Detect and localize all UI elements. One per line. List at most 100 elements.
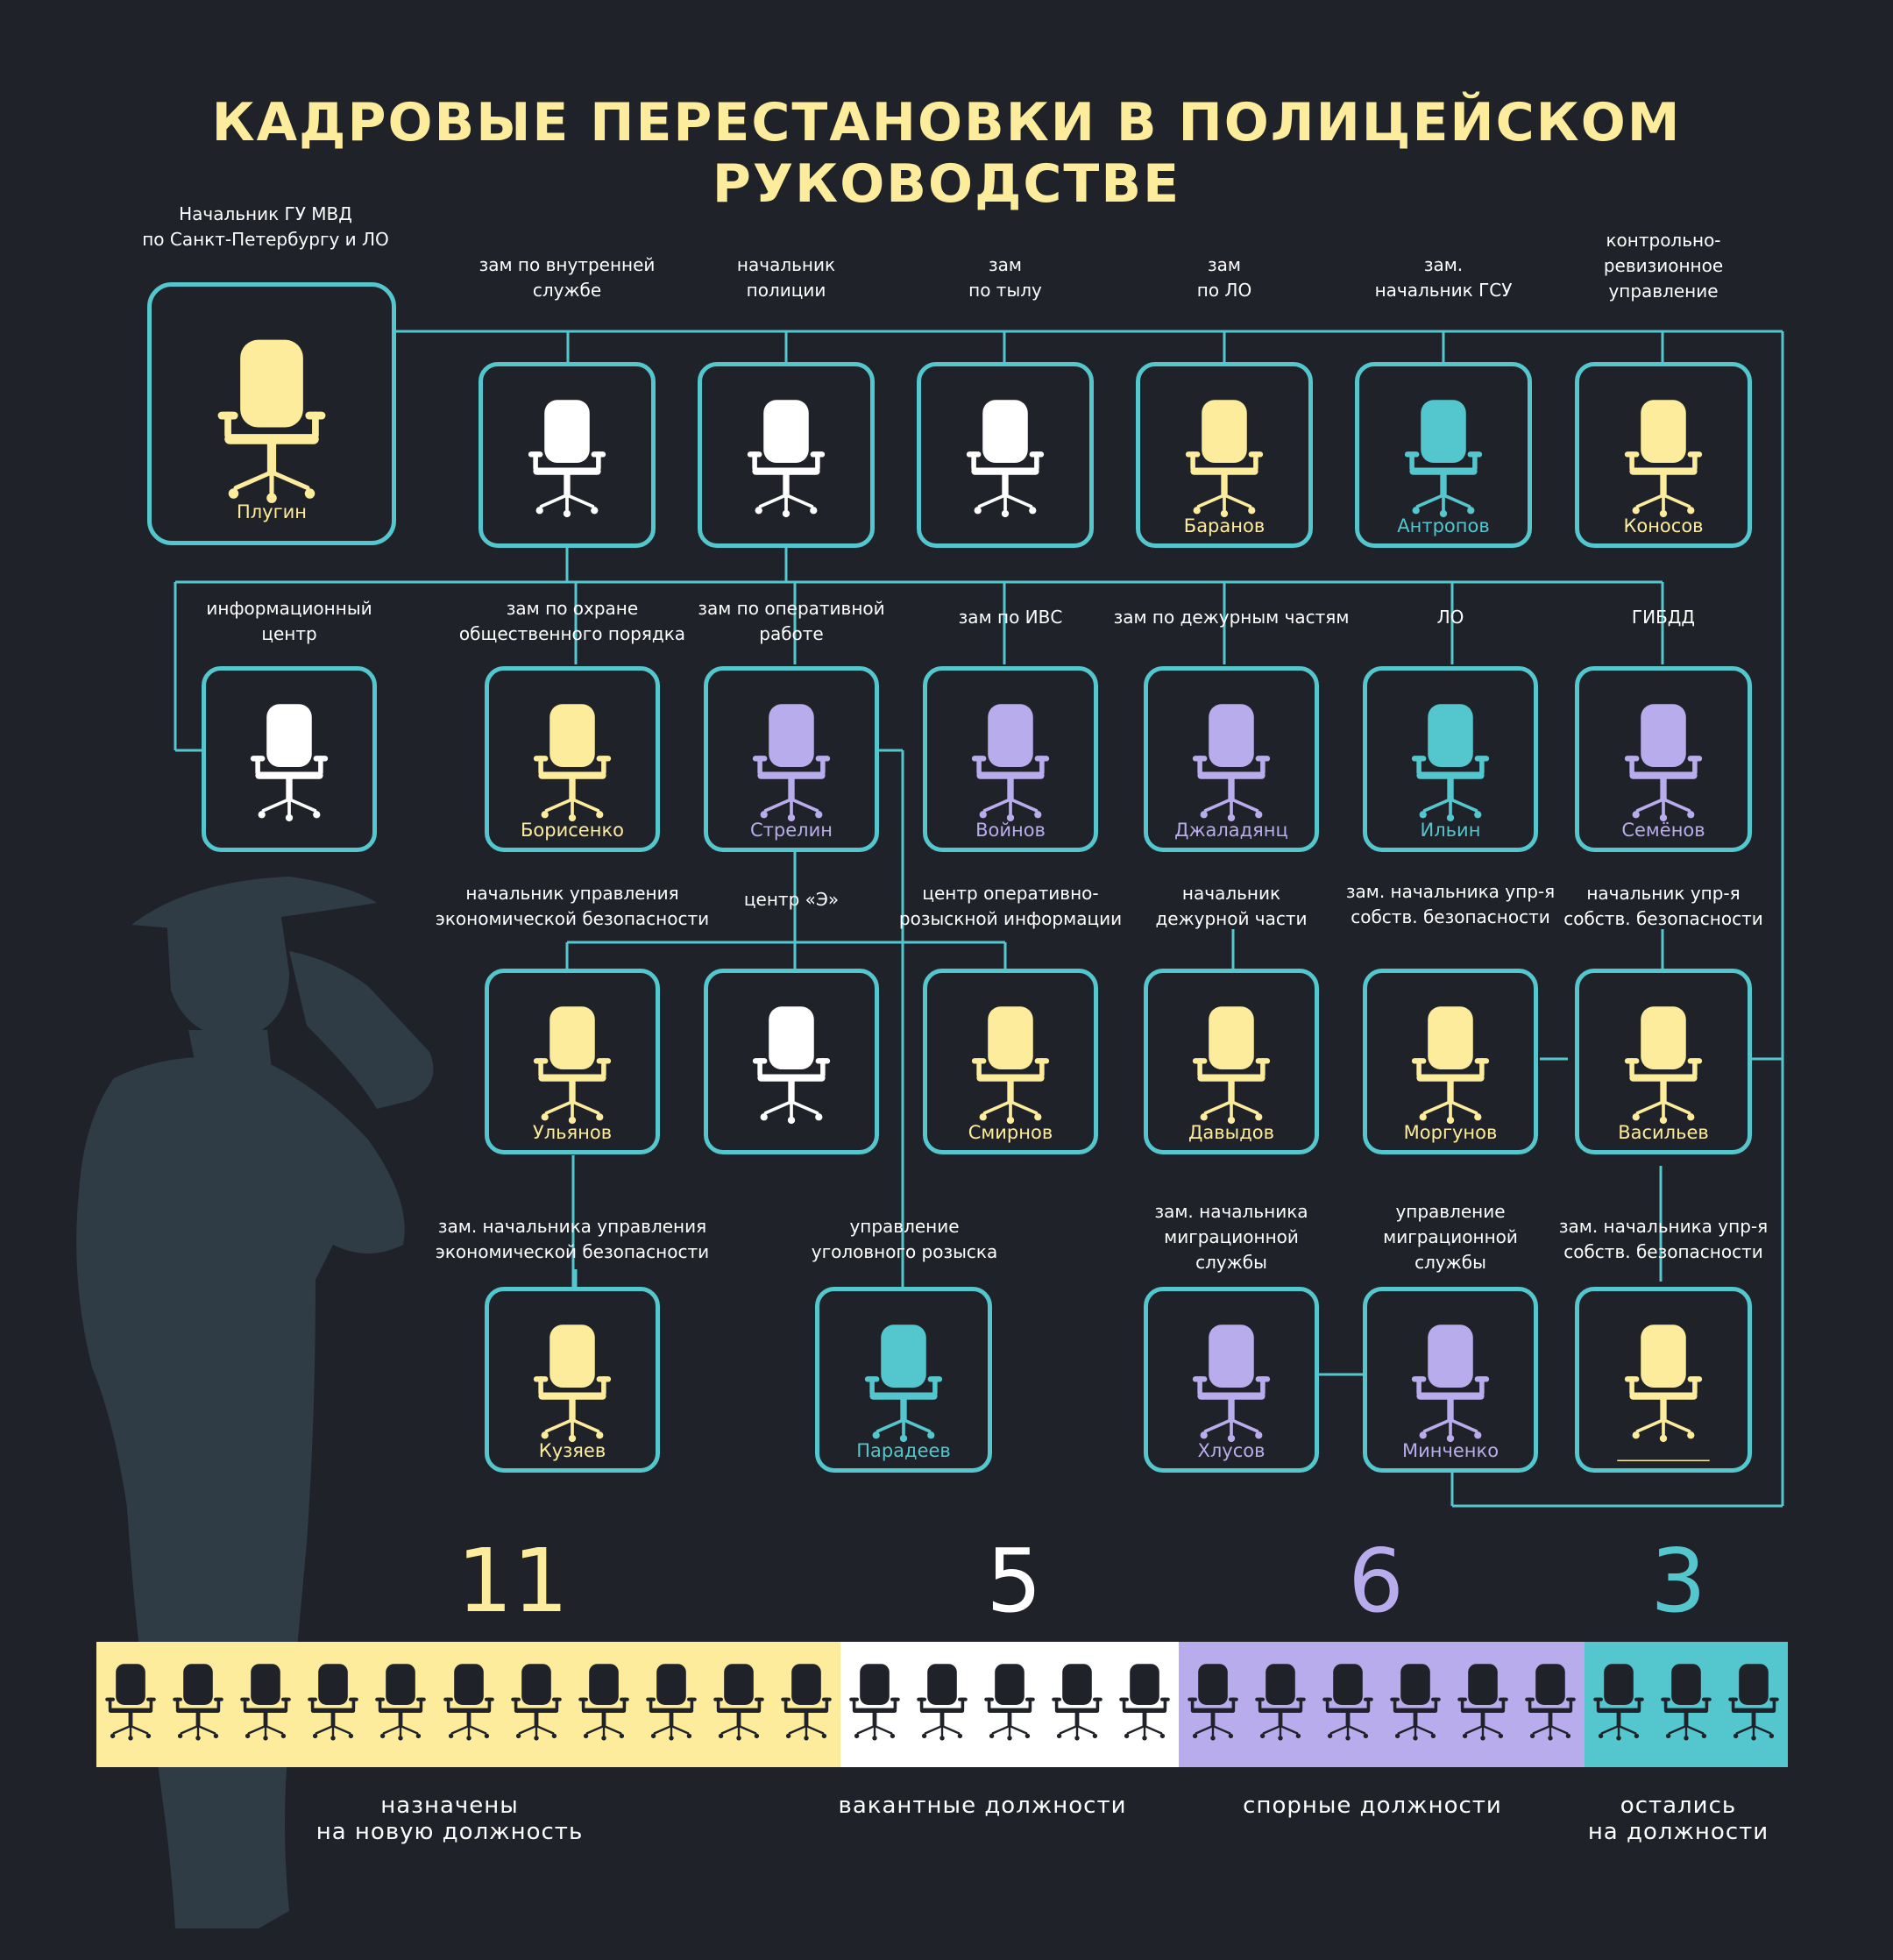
chair-icon [533,1324,612,1443]
chair-icon [1624,400,1703,518]
position-title: зам. начальника упр-я собств. безопаснос… [1558,1216,1769,1262]
chair-icon [1185,400,1264,518]
chair-icon [1052,1664,1102,1741]
position-box-internal [479,362,656,548]
page-title: КАДРОВЫЕ ПЕРЕСТАНОВКИ В ПОЛИЦЕЙСКОМ РУКО… [211,92,1682,215]
position-title: зам по охране общественного порядка [458,598,686,644]
chair-icon [510,1664,562,1741]
chair-icon [1404,400,1483,518]
person-name: __________ [1617,1440,1710,1461]
position-title: зам. начальника миграционной службы [1154,1201,1308,1273]
summary-label-remained: остались на должности [1587,1793,1769,1845]
position-title: зам. начальник ГСУ [1374,254,1513,301]
chair-icon [172,1664,223,1741]
chair-icon [1624,1324,1703,1443]
chair-icon [752,704,831,822]
position-box-duty: Джаладянц [1144,666,1319,852]
position-title: центр «Э» [743,889,840,910]
position-title: начальник управления экономической безоп… [435,883,710,929]
position-title: зам по дежурным частям [1113,607,1350,628]
position-title: управление уголовного розыска [811,1216,998,1262]
chair-icon [1411,704,1490,822]
summary-bar-disputed [1179,1642,1585,1767]
person-name: Джаладянц [1174,820,1288,841]
chair-icon [528,400,606,518]
position-title: информационный центр [206,598,372,644]
position-box-police [698,362,875,548]
position-box-criminal: Парадеев [815,1287,992,1473]
position-box-info-center: Смирнов [923,969,1098,1154]
person-name: Стрелин [750,820,833,841]
summary-bar-remained [1585,1642,1788,1767]
chair-icon [713,1664,765,1741]
person-name: Давыдов [1188,1122,1274,1143]
chair-icon [1525,1664,1577,1741]
chair-icon [1624,704,1703,822]
person-name: Кузяев [538,1440,606,1461]
position-box-migr-deputy: Хлусов [1144,1287,1319,1473]
position-box-own-sec-deputy-2: __________ [1575,1287,1752,1473]
person-name: Минченко [1401,1440,1500,1461]
summary-bar-vacant [840,1642,1179,1767]
person-name: Смирнов [968,1122,1053,1143]
person-name: Семёнов [1621,820,1705,841]
chair-icon [646,1664,697,1741]
position-box-center-e [704,969,879,1154]
chair-icon [971,1006,1050,1125]
chair-icon [1624,1006,1703,1125]
chair-icon [1661,1664,1712,1741]
position-box-migr: Минченко [1363,1287,1538,1473]
position-box-info [202,666,377,852]
position-title: зам по ИВС [958,607,1063,628]
chair-icon [848,1664,900,1741]
chair-icon [916,1664,968,1741]
position-title: управление миграционной службы [1383,1201,1518,1273]
chair-icon [1390,1664,1441,1741]
position-title: зам. начальника управления экономической… [435,1216,710,1262]
person-name: Ульянов [532,1122,613,1143]
position-title: начальник дежурной части [1155,883,1308,929]
chair-icon [533,1006,612,1125]
position-box-econ: Ульянов [485,969,660,1154]
chair-icon [1187,1664,1238,1741]
person-name: Васильев [1618,1122,1709,1143]
summary-count-vacant: 5 [986,1530,1042,1632]
chair-icon [240,1664,291,1741]
soldier-silhouette [76,877,434,1928]
chair-icon [971,704,1050,822]
chair-icon [533,704,612,822]
chair-icon [1592,1664,1644,1741]
chair-icon [375,1664,427,1741]
person-name: Борисенко [521,820,624,841]
position-title: центр оперативно- розыскной информации [898,883,1123,929]
position-box-lo-deputy: Баранов [1136,362,1313,548]
position-box-lo: Ильин [1363,666,1538,852]
position-box-gsu: Антропов [1355,362,1532,548]
position-title: зам по оперативной работе [698,598,885,644]
chair-icon [984,1664,1035,1741]
person-name: Баранов [1183,515,1266,536]
position-box-duty-chief: Давыдов [1144,969,1319,1154]
person-name: Моргунов [1403,1122,1498,1143]
position-title: ГИБДД [1631,607,1696,628]
chair-icon [443,1664,494,1741]
summary-bar-appointed [96,1642,840,1767]
chair-icon [747,400,826,518]
person-name: Антропов [1397,515,1490,536]
position-box-order: Борисенко [485,666,660,852]
position-box-chief: Плугин [147,282,396,545]
chair-icon [578,1664,629,1741]
position-title: контрольно- ревизионное управление [1603,230,1724,302]
position-title: ЛО [1436,607,1464,628]
position-title: Начальник ГУ МВД по Санкт-Петербургу и Л… [142,203,389,250]
chair-icon [217,339,326,503]
summary-label-vacant: вакантные должности [838,1793,1127,1819]
chair-icon [781,1664,833,1741]
chair-icon [1411,1324,1490,1443]
summary-count-appointed: 11 [457,1530,569,1632]
position-box-rear [917,362,1094,548]
chair-icon [1728,1664,1780,1741]
person-name: Парадеев [856,1440,951,1461]
position-box-ivs: Войнов [923,666,1098,852]
chair-icon [1119,1664,1171,1741]
